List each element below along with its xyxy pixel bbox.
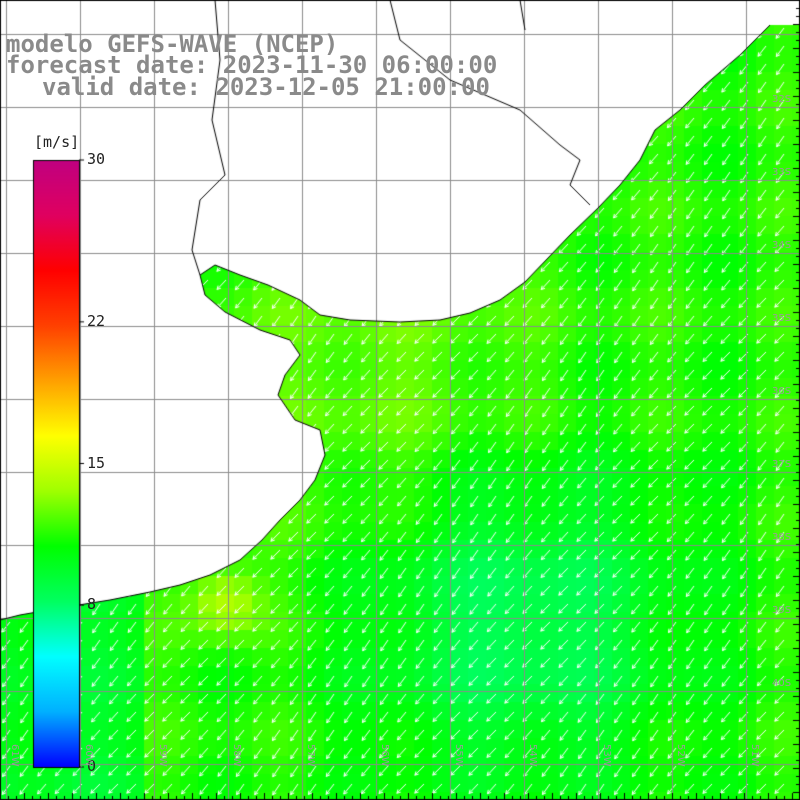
colorbar-tick-label: 15 — [87, 453, 106, 472]
title-forecast-date: forecast date: 2023-11-30 06:00:00 — [6, 51, 498, 79]
latitude-label: 33S — [772, 167, 792, 178]
latitude-label: 40S — [772, 678, 792, 689]
longitude-label: 56W — [379, 744, 390, 767]
latitude-label: 35S — [772, 313, 792, 324]
colorbar-tick-label: 8 — [87, 595, 97, 614]
colorbar-tick-label: 0 — [87, 757, 97, 775]
latitude-label: 36S — [772, 386, 792, 397]
colorbar-units: [m/s] — [34, 133, 80, 151]
longitude-label: 51W — [749, 744, 760, 767]
longitude-label: 58W — [231, 744, 242, 767]
latitude-label: 32S — [772, 94, 792, 105]
latitude-label: 39S — [772, 605, 792, 616]
latitude-label: 37S — [772, 459, 792, 470]
latitude-label: 38S — [772, 532, 792, 543]
longitude-label: 55W — [453, 744, 464, 767]
longitude-label: 59W — [157, 744, 168, 767]
longitude-label: 60W — [83, 744, 94, 767]
title-valid-date: valid date: 2023-12-05 21:00:00 — [42, 73, 490, 101]
longitude-label: 53W — [601, 744, 612, 767]
longitude-label: 57W — [305, 744, 316, 767]
title-model: modelo GEFS-WAVE (NCEP) — [6, 30, 339, 58]
longitude-label: 61W — [9, 744, 20, 767]
latitude-label: 34S — [772, 240, 792, 251]
longitude-label: 54W — [527, 744, 538, 767]
colorbar-tick-label: 30 — [87, 150, 106, 168]
longitude-label: 52W — [675, 744, 686, 767]
colorbar-tick-label: 22 — [87, 311, 106, 330]
